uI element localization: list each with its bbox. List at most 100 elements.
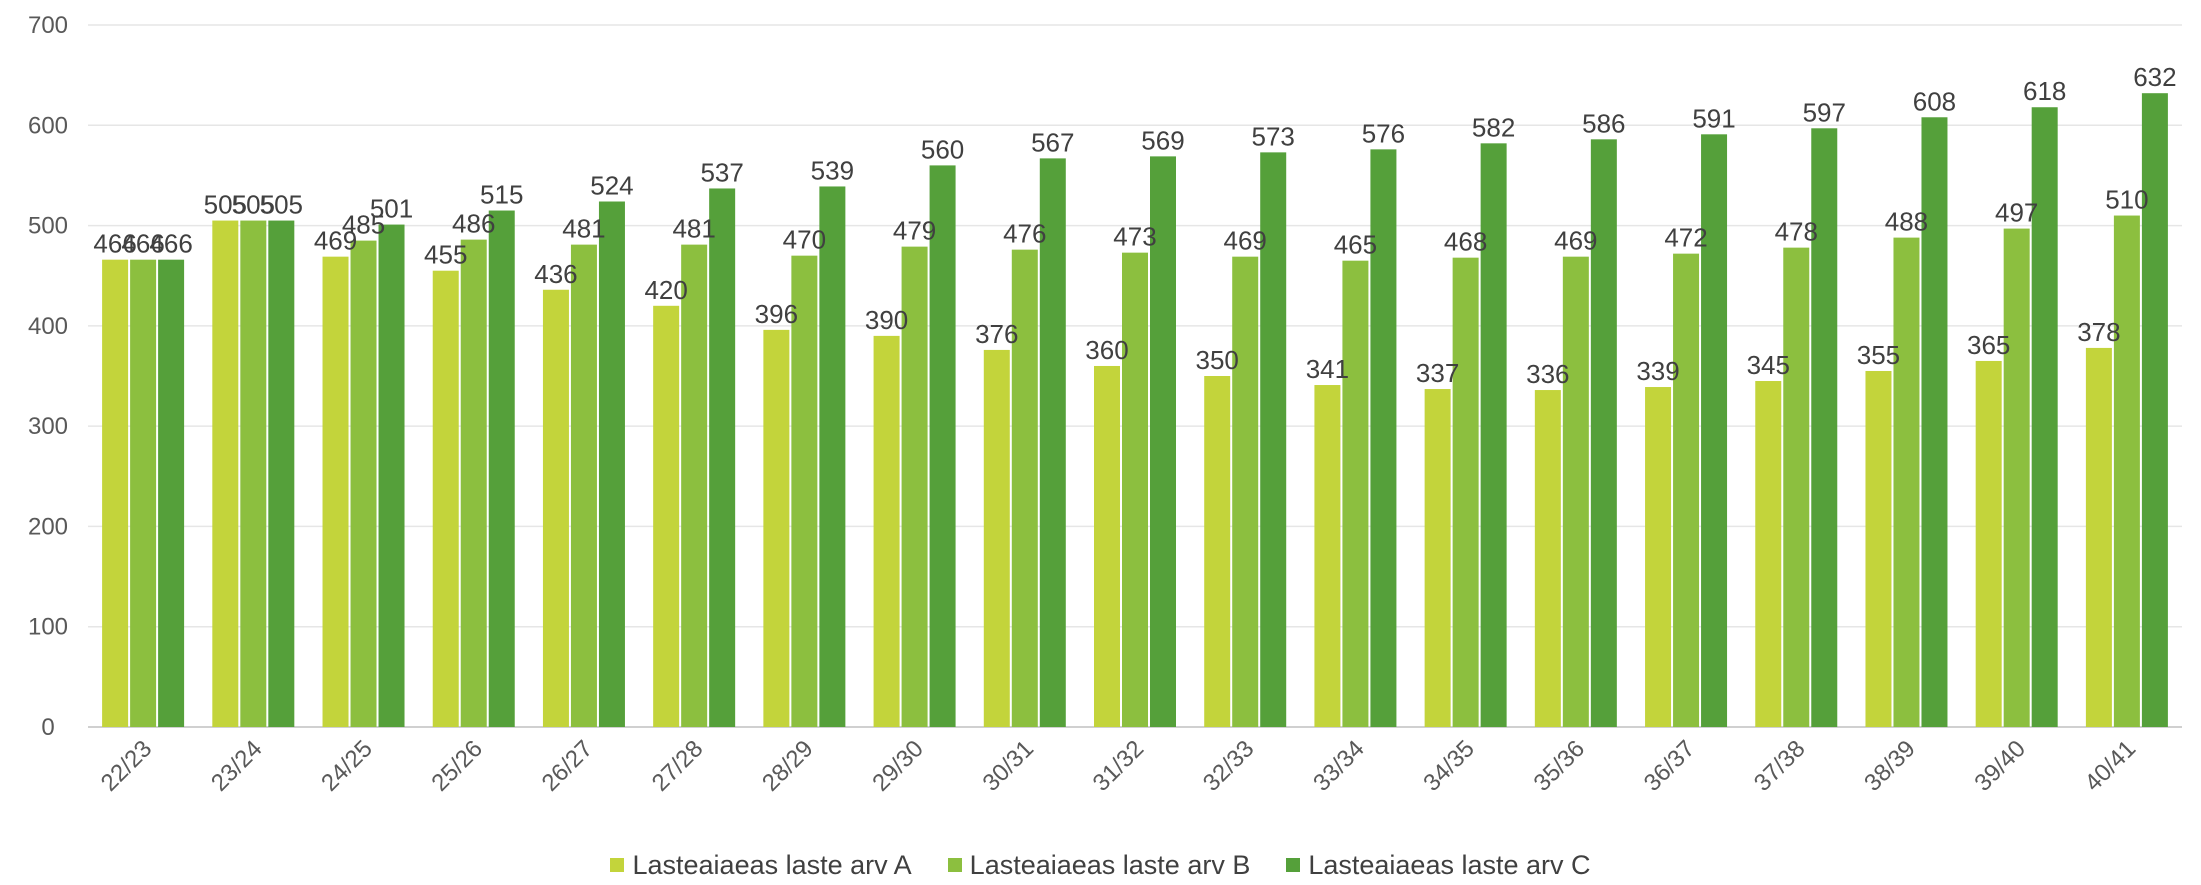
legend-item-a[interactable]: Lasteaiaeas laste arv A: [610, 849, 912, 881]
data-label: 539: [811, 155, 854, 185]
bar: [2085, 347, 2112, 727]
x-tick-label: 35/36: [1529, 735, 1591, 797]
data-label: 481: [562, 214, 605, 244]
bar: [1370, 149, 1397, 728]
legend-swatch-a: [610, 858, 625, 872]
data-label: 582: [1472, 112, 1515, 142]
legend: Lasteaiaeas laste arv A Lasteaiaeas last…: [0, 848, 2201, 882]
x-tick-label: 40/41: [2080, 735, 2142, 797]
data-label: 485: [342, 210, 385, 240]
bar: [432, 270, 459, 727]
bar: [1204, 376, 1231, 727]
data-label: 337: [1416, 358, 1459, 388]
data-label: 567: [1031, 127, 1074, 157]
data-label: 591: [1692, 103, 1735, 133]
x-tick-label: 24/25: [316, 735, 378, 797]
x-tick-label: 26/27: [537, 735, 599, 797]
bar: [1701, 134, 1728, 728]
x-tick-label: 39/40: [1969, 735, 2031, 797]
bar: [130, 259, 157, 727]
bar: [158, 259, 185, 727]
bar: [542, 289, 569, 727]
bar: [1562, 256, 1589, 727]
y-tick-label: 100: [28, 614, 68, 641]
data-label: 632: [2133, 62, 2176, 92]
x-tick-label: 31/32: [1088, 735, 1150, 797]
data-label: 341: [1306, 354, 1349, 384]
x-tick-label: 37/38: [1749, 735, 1811, 797]
bar: [873, 335, 900, 727]
bar: [598, 201, 625, 727]
legend-item-c[interactable]: Lasteaiaeas laste arv C: [1286, 849, 1591, 881]
x-tick-label: 34/35: [1418, 735, 1480, 797]
data-label: 420: [644, 275, 687, 305]
x-tick-label: 29/30: [867, 735, 929, 797]
bar: [1150, 156, 1176, 728]
data-label: 376: [975, 319, 1018, 349]
data-label: 469: [1224, 226, 1267, 256]
legend-label-b: Lasteaiaeas laste arv B: [969, 849, 1251, 880]
bars: [102, 93, 2168, 728]
bar: [1673, 253, 1700, 727]
data-label: 472: [1664, 223, 1707, 253]
bar: [2031, 107, 2058, 728]
legend-label-a: Lasteaiaeas laste arv A: [632, 849, 912, 880]
data-label: 466: [121, 229, 164, 259]
bar: [488, 210, 515, 727]
data-label: 576: [1362, 118, 1405, 148]
bar: [570, 244, 597, 727]
data-label: 481: [672, 214, 715, 244]
x-tick-label: 38/39: [1859, 735, 1921, 797]
data-label: 560: [921, 134, 964, 164]
bar: [1811, 128, 1838, 727]
bar: [460, 239, 487, 727]
data-label: 466: [93, 229, 136, 259]
data-label: 515: [480, 180, 523, 210]
legend-item-b[interactable]: Lasteaiaeas laste arv B: [947, 849, 1251, 881]
data-label: 473: [1113, 222, 1156, 252]
legend-label-c: Lasteaiaeas laste arv C: [1308, 849, 1591, 880]
bar: [681, 244, 708, 727]
y-tick-label: 0: [41, 714, 54, 741]
bar: [1480, 143, 1507, 727]
data-label: 479: [893, 216, 936, 246]
data-label: 501: [370, 194, 413, 224]
data-label: 505: [232, 190, 275, 220]
data-label: 465: [1334, 230, 1377, 260]
bar: [763, 329, 790, 727]
bar: [1590, 139, 1617, 728]
data-label: 339: [1636, 356, 1679, 386]
data-label: 510: [2105, 185, 2148, 215]
bar: [653, 305, 680, 727]
data-label: 336: [1526, 359, 1569, 389]
data-label: 466: [149, 229, 192, 259]
bar: [709, 188, 736, 728]
data-label: 436: [534, 259, 577, 289]
y-tick-label: 400: [28, 313, 68, 340]
data-label: 488: [1885, 207, 1928, 237]
bar: [819, 186, 846, 727]
data-label: 486: [452, 209, 495, 239]
data-label: 355: [1857, 340, 1900, 370]
bar: [1893, 237, 1920, 727]
y-tick-label: 700: [28, 12, 68, 39]
data-label: 469: [314, 226, 357, 256]
data-label: 569: [1141, 125, 1184, 155]
bar: [1039, 158, 1066, 727]
x-tick-label: 27/28: [647, 735, 709, 797]
data-label: 365: [1967, 330, 2010, 360]
data-label: 469: [1554, 226, 1597, 256]
legend-swatch-b: [947, 858, 962, 872]
data-label: 470: [783, 225, 826, 255]
data-labels: 466 505 469 455 436 420 396 390 376 360 350 341 337 3…: [93, 62, 2176, 389]
bar: [2113, 215, 2140, 728]
data-label: 505: [260, 190, 303, 220]
y-tick-label: 300: [28, 413, 68, 440]
data-label: 390: [865, 305, 908, 335]
bar: [1921, 117, 1948, 727]
data-label: 618: [2023, 76, 2066, 106]
x-tick-label: 23/24: [206, 735, 268, 797]
bar: [378, 224, 405, 727]
bar: [1342, 260, 1369, 727]
